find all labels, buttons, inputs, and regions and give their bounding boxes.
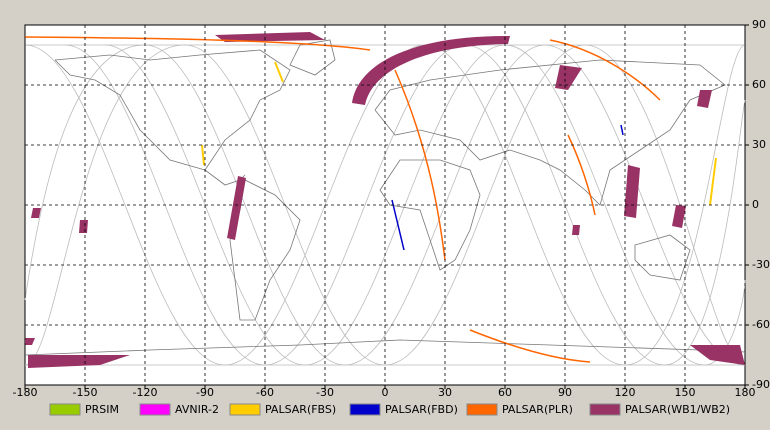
y-tick-label: 90 — [752, 18, 766, 31]
x-tick-label: -60 — [256, 386, 274, 399]
y-tick-label: 60 — [752, 78, 766, 91]
legend-swatch — [49, 403, 81, 416]
y-tick-label: -90 — [752, 378, 770, 391]
y-tick-label: -30 — [752, 258, 770, 271]
x-tick-label: 180 — [735, 386, 756, 399]
swaths — [24, 32, 745, 368]
legend-label: PALSAR(FBS) — [265, 403, 336, 416]
x-tick-label: -90 — [196, 386, 214, 399]
legend-swatch — [139, 403, 171, 416]
x-tick-label: 0 — [382, 386, 389, 399]
legend-label: AVNIR-2 — [175, 403, 219, 416]
x-tick-label: 90 — [558, 386, 572, 399]
legend-swatch — [589, 403, 621, 416]
y-tick-label: -60 — [752, 318, 770, 331]
x-tick-label: 60 — [498, 386, 512, 399]
legend-label: PALSAR(FBD) — [385, 403, 458, 416]
legend-label: PRSIM — [85, 403, 119, 416]
x-tick-label: -30 — [316, 386, 334, 399]
legend-label: PALSAR(WB1/WB2) — [625, 403, 730, 416]
legend-swatch — [466, 403, 498, 416]
x-tick-label: 150 — [675, 386, 696, 399]
y-tick-label: 0 — [752, 198, 759, 211]
legend-label: PALSAR(PLR) — [502, 403, 573, 416]
legend-swatch — [229, 403, 261, 416]
legend-swatch — [349, 403, 381, 416]
x-tick-label: -120 — [133, 386, 158, 399]
x-tick-label: -150 — [73, 386, 98, 399]
x-tick-label: -180 — [13, 386, 38, 399]
x-tick-label: 120 — [615, 386, 636, 399]
x-tick-label: 30 — [438, 386, 452, 399]
y-tick-label: 30 — [752, 138, 766, 151]
